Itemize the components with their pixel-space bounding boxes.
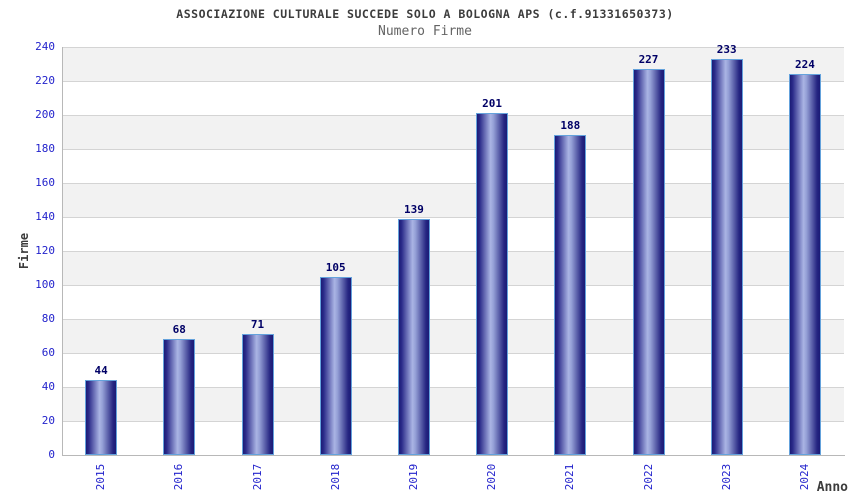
bar-value-label: 224 <box>794 58 815 72</box>
bar-value-label: 71 <box>250 318 265 332</box>
bar-2019 <box>397 218 430 455</box>
gridline <box>62 183 844 184</box>
y-tick-label: 20 <box>41 414 55 427</box>
x-tick-label: 2020 <box>485 463 499 491</box>
x-tick-label: 2018 <box>328 463 342 491</box>
y-tick-label: 120 <box>35 244 55 257</box>
bar-2022 <box>632 69 665 455</box>
bar-value-label: 139 <box>403 202 424 216</box>
y-tick-label: 220 <box>35 74 55 87</box>
x-tick-label: 2021 <box>563 463 577 491</box>
y-tick-label: 60 <box>41 346 55 359</box>
y-tick-label: 100 <box>35 278 55 291</box>
y-tick-label: 140 <box>35 210 55 223</box>
bar-value-label: 233 <box>716 42 737 56</box>
x-tick-label: 2019 <box>406 463 420 491</box>
gridline <box>62 353 844 354</box>
bar-2021 <box>554 135 587 455</box>
gridline <box>62 285 844 286</box>
bar-value-label: 105 <box>325 260 346 274</box>
gridline <box>62 319 844 320</box>
x-axis-title: Anno <box>816 480 848 495</box>
y-axis-line <box>62 47 63 456</box>
x-tick-label: 2015 <box>94 463 108 491</box>
bar-2015 <box>85 380 118 455</box>
y-tick-label: 0 <box>48 448 55 461</box>
bar-2023 <box>710 58 743 455</box>
bar-value-label: 68 <box>172 323 186 337</box>
x-tick-label: 2022 <box>641 463 655 491</box>
bar-2017 <box>241 334 274 455</box>
x-tick-label: 2016 <box>172 463 186 491</box>
bar-value-label: 188 <box>560 119 581 133</box>
y-tick-label: 160 <box>35 176 55 189</box>
bar-2020 <box>476 113 509 455</box>
chart-subtitle: Numero Firme <box>378 24 472 39</box>
gridline <box>62 47 844 48</box>
y-tick-label: 240 <box>35 40 55 53</box>
y-tick-label: 180 <box>35 142 55 155</box>
bar-value-label: 44 <box>94 364 108 378</box>
gridline <box>62 217 844 218</box>
bar-value-label: 227 <box>638 53 659 67</box>
gridline <box>62 115 844 116</box>
bar-value-label: 201 <box>482 97 503 111</box>
bar-2018 <box>319 276 352 455</box>
y-tick-label: 40 <box>41 380 55 393</box>
gridline <box>62 149 844 150</box>
x-axis-line <box>62 455 845 456</box>
chart-title: ASSOCIAZIONE CULTURALE SUCCEDE SOLO A BO… <box>176 7 674 21</box>
gridline <box>62 387 844 388</box>
gridline <box>62 421 844 422</box>
y-tick-label: 80 <box>41 312 55 325</box>
gridline <box>62 251 844 252</box>
x-tick-label: 2017 <box>250 463 264 491</box>
y-tick-label: 200 <box>35 108 55 121</box>
bar-2016 <box>163 339 196 455</box>
bar-2024 <box>788 74 821 455</box>
gridline <box>62 81 844 82</box>
